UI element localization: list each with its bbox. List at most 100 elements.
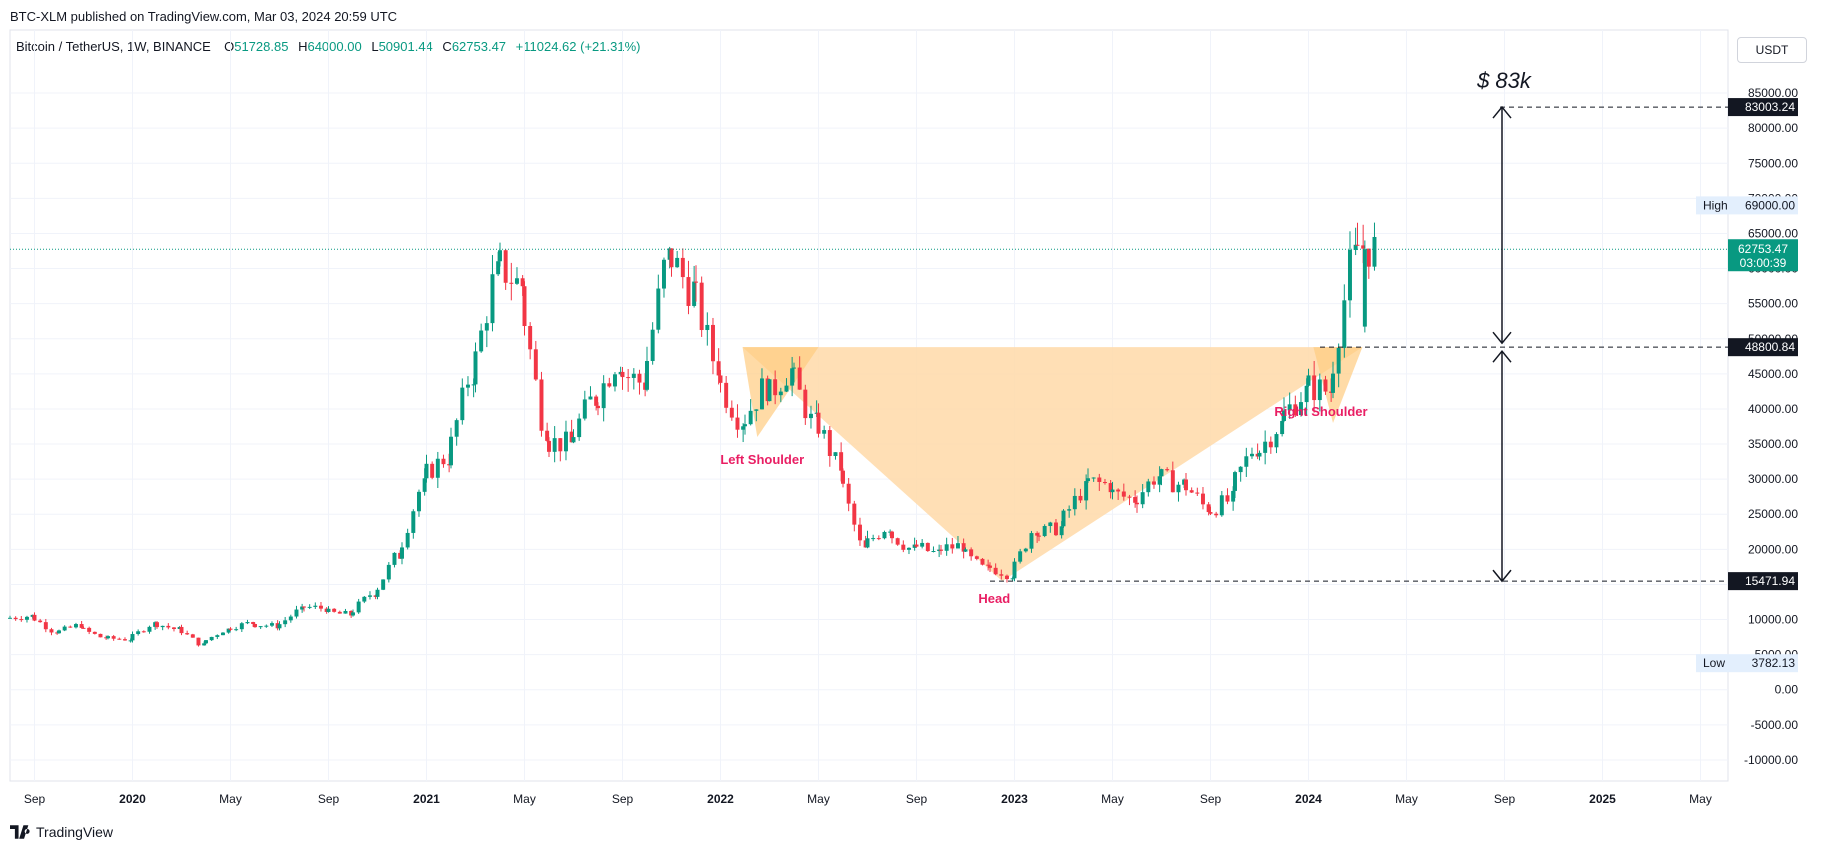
candle-body [1146, 481, 1151, 493]
candle-body [1244, 456, 1249, 467]
open-label: O [224, 39, 235, 54]
candle-body [784, 385, 789, 392]
candle-body [251, 622, 256, 624]
low-value: 50901.44 [378, 39, 433, 54]
candle-body [8, 617, 12, 619]
candle-body [645, 360, 649, 390]
candle-body [32, 614, 37, 621]
y-tick-label: 55000.00 [1748, 297, 1798, 311]
candle-body [79, 624, 84, 628]
candle-body [24, 616, 29, 620]
low-marker-label: Low [1703, 656, 1725, 670]
candle-body [1078, 495, 1083, 501]
candle-body [1233, 472, 1237, 491]
candle-body [264, 625, 269, 627]
candle-body [1184, 479, 1188, 491]
candle-body [748, 410, 753, 425]
candle-body [1195, 492, 1200, 494]
candle-body [166, 625, 171, 628]
high-label: H [298, 39, 308, 54]
candle-body [1355, 244, 1360, 246]
candle-body [822, 430, 827, 434]
y-tick-label: 65000.00 [1748, 226, 1798, 240]
candle-body [686, 277, 691, 306]
candle-body [656, 288, 661, 330]
candle-body [465, 384, 470, 388]
candle-body [1306, 375, 1311, 386]
depth-arrow-head-up [1492, 349, 1512, 363]
candle-body [1189, 490, 1194, 493]
candle-body [81, 627, 86, 629]
candle-body [484, 323, 489, 331]
candle-body [367, 595, 372, 597]
candle-body [122, 639, 127, 641]
candle-body [827, 430, 832, 456]
candle-body [136, 631, 141, 635]
candle-body [694, 281, 698, 283]
y-tick-label: 30000.00 [1748, 472, 1798, 486]
y-tick-label: -5000.00 [1751, 718, 1799, 732]
candle-body [901, 544, 906, 550]
candle-body [351, 612, 355, 616]
candle-body [988, 565, 992, 568]
x-tick-label: 2023 [1001, 792, 1028, 806]
candle-body [522, 286, 527, 327]
candle-body [288, 616, 293, 621]
candle-body [705, 324, 710, 331]
candle-body [245, 622, 250, 624]
candle-body [803, 389, 808, 419]
candle-body [49, 629, 54, 633]
candle-body [626, 377, 631, 379]
candle-body [1219, 495, 1224, 516]
candle-body [1037, 535, 1041, 537]
candle-body [424, 463, 429, 479]
tradingview-brand[interactable]: TradingView [10, 824, 113, 840]
candle-body [1366, 248, 1371, 267]
x-tick-label: 2020 [119, 792, 146, 806]
candle-body [375, 589, 380, 597]
candle-body [171, 627, 176, 630]
currency-selector[interactable]: USDT [1737, 37, 1807, 63]
candle-body [228, 628, 233, 630]
candle-body [650, 329, 655, 361]
candle-body [533, 349, 538, 380]
candle-body [718, 375, 723, 383]
candle-body [882, 531, 887, 539]
bar-countdown: 03:00:39 [1740, 256, 1787, 270]
candle-body [545, 430, 550, 441]
candle-body [294, 609, 299, 617]
candle-body [1072, 495, 1077, 510]
candle-body [87, 627, 92, 632]
candle-body [563, 431, 568, 452]
depth-arrow-head-down [1492, 569, 1512, 583]
candle-body [1059, 526, 1064, 536]
candle-body [1287, 404, 1292, 411]
x-tick-label: Sep [612, 792, 634, 806]
high-value: 64000.00 [307, 39, 362, 54]
candle-body [569, 431, 574, 443]
candle-body [675, 257, 680, 268]
candle-body [743, 424, 747, 427]
candle-body [430, 463, 435, 478]
candle-body [871, 538, 876, 540]
candle-body [147, 626, 152, 632]
candle-body [963, 549, 968, 552]
open-value: 51728.85 [234, 39, 289, 54]
candle-body [754, 409, 759, 411]
candle-body [130, 634, 135, 641]
left-shoulder-label: Left Shoulder [720, 452, 804, 467]
candle-body [411, 511, 416, 533]
candle-body [460, 387, 465, 421]
candle-body [735, 417, 740, 430]
candle-body [588, 396, 593, 400]
candle-body [68, 626, 73, 628]
candle-body [571, 437, 576, 443]
candle-body [226, 628, 231, 633]
level-label: 83003.24 [1745, 100, 1795, 114]
candle-body [955, 543, 960, 549]
candle-body [931, 550, 936, 552]
candle-body [1086, 478, 1090, 482]
candle-body [1061, 510, 1066, 527]
target-label: $ 83k [1476, 68, 1532, 93]
